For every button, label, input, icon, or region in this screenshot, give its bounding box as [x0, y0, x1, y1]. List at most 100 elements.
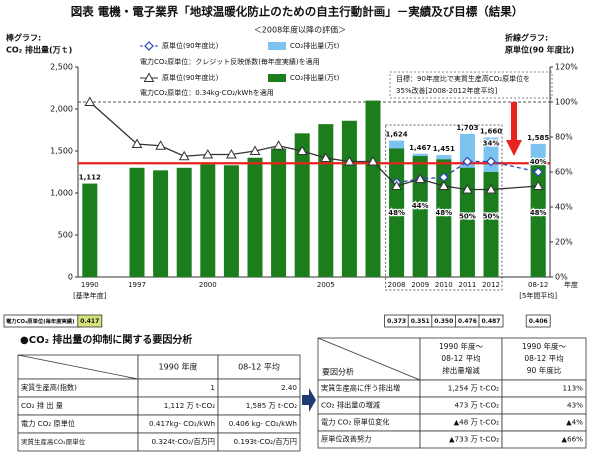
- point: [296, 145, 308, 155]
- table-cell: [137, 378, 219, 398]
- y-tick-label: 0: [68, 273, 73, 282]
- point: [391, 180, 402, 190]
- row-value: 0.476: [458, 318, 477, 325]
- row-cell: [525, 314, 551, 328]
- table-header: 1990 年度～: [439, 341, 483, 351]
- row-value: 0.351: [411, 318, 430, 325]
- point: [344, 155, 355, 166]
- table-cell-text: 1: [210, 383, 215, 392]
- bar: [483, 172, 499, 277]
- table-cell-text: 473 万 t-CO₂: [455, 401, 500, 410]
- x-tick-label: 2009: [411, 281, 429, 289]
- table-cell-text: 0.193t-CO₂/百万円: [233, 437, 297, 446]
- bar: [365, 100, 381, 277]
- value-label: 1,624: [386, 131, 408, 139]
- x-tick-label: 1997: [128, 281, 146, 289]
- y2-tick-label: 100%: [555, 98, 578, 107]
- arrow: [506, 140, 522, 156]
- reduction-label: 48%: [530, 209, 547, 217]
- point: [367, 155, 379, 166]
- x-axis-label: 年度: [564, 280, 578, 289]
- arrow: [511, 102, 517, 140]
- table-cell-text: 電力 CO₂ 原単位変化: [321, 418, 389, 427]
- row-value: 0.373: [387, 318, 406, 325]
- bar: [412, 156, 428, 277]
- bar: [530, 161, 546, 277]
- legend-label: CO₂排出量(万t): [290, 41, 340, 50]
- table-cell-text: 電力 CO₂ 原単位: [21, 419, 75, 428]
- reduction-label: 48%: [388, 209, 405, 217]
- legend-label: CO₂排出量(万t): [290, 73, 340, 82]
- y2-tick-label: 80%: [555, 133, 573, 142]
- table-cell-text: 実質生産高に伴う排出増: [321, 384, 400, 393]
- y2-tick-label: 120%: [555, 63, 578, 72]
- reduction-label: 48%: [435, 209, 452, 217]
- bar: [341, 120, 357, 277]
- point: [84, 96, 96, 106]
- value-label: 1,660: [480, 128, 502, 136]
- point: [155, 140, 166, 150]
- bar: [294, 133, 310, 277]
- x-note: [5年間平均]: [519, 291, 557, 300]
- table-header: 1990 年度: [159, 362, 198, 372]
- arrow: [302, 388, 316, 412]
- x-tick-label: 08-12: [528, 281, 548, 289]
- table-cell: [137, 354, 219, 380]
- table-cell-text: ▲48 万 t-CO₂: [454, 418, 500, 427]
- table-cell-text: 1,254 万 t-CO₂: [448, 384, 499, 393]
- point: [414, 173, 426, 183]
- table-cell: [501, 337, 587, 381]
- x-tick-label: 2012: [482, 281, 500, 289]
- table-header: 08-12 平均: [238, 362, 280, 372]
- legend-swatch: [268, 42, 286, 50]
- y-tick-label: 1,500: [50, 147, 73, 156]
- y2-tick-label: 40%: [555, 203, 573, 212]
- bar: [176, 167, 192, 277]
- legend-marker: [144, 41, 154, 51]
- table-cell: [501, 430, 587, 449]
- table-cell-text: 0.324t-CO₂/百万円: [151, 437, 215, 446]
- bar: [459, 167, 475, 277]
- x-tick-label: 2008: [388, 281, 406, 289]
- point: [532, 180, 544, 190]
- x-tick-label: 2005: [317, 281, 335, 289]
- y-axis-label: 棒グラフ:: [6, 33, 41, 43]
- table-cell-text: 2.40: [281, 383, 297, 392]
- legend-marker: [143, 72, 155, 82]
- table-cell-text: 原単位改善努力: [321, 435, 371, 444]
- table-header: 1990 年度～: [522, 341, 566, 351]
- point: [178, 150, 190, 161]
- bar: [223, 165, 239, 277]
- row-value: 0.417: [80, 318, 99, 325]
- point: [438, 180, 450, 190]
- reduction-label: 44%: [412, 202, 429, 210]
- point: [533, 167, 544, 177]
- table-header: 排出量増減: [442, 365, 480, 375]
- value-label: 1,703: [456, 124, 478, 132]
- annotation: 目標：90年度比で実質生産高CO₂原単位を: [396, 74, 530, 83]
- row-cell: [478, 314, 504, 328]
- point: [462, 156, 473, 167]
- x-tick-label: 2000: [199, 281, 217, 289]
- legend-note: 電力CO₂原単位：クレジット反映係数(毎年度実績)を適用: [140, 57, 320, 66]
- table-cell-text: ▲733 万 t-CO₂: [449, 435, 499, 444]
- table-cell-text: ▲4%: [566, 418, 583, 427]
- row-value: 0.406: [529, 318, 548, 325]
- table-cell-text: 113%: [562, 384, 583, 393]
- point: [273, 140, 284, 150]
- bar: [318, 124, 334, 278]
- line: [396, 160, 539, 184]
- y2-axis-label: 原単位(90 年度比): [505, 45, 574, 55]
- y2-axis-label: 折線グラフ:: [505, 33, 548, 43]
- legend-label: 原単位(90年度比): [162, 41, 219, 50]
- legend-label: 原単位(90年度比): [162, 73, 219, 82]
- y-tick-label: 500: [58, 231, 73, 240]
- table-cell-text: 0.417kg- CO₂/kWh: [149, 419, 215, 428]
- bar: [200, 164, 216, 277]
- table-cell-text: 43%: [567, 401, 583, 410]
- table-corner: 要因分析: [322, 367, 354, 377]
- row-cell: [77, 314, 103, 328]
- value-label: 1,451: [433, 145, 455, 153]
- chart-title: 図表 電機・電子業界「地球温暖化防止のための自主行動計画」－実績及び目標（結果）: [71, 5, 524, 19]
- y-tick-label: 2,500: [50, 63, 73, 72]
